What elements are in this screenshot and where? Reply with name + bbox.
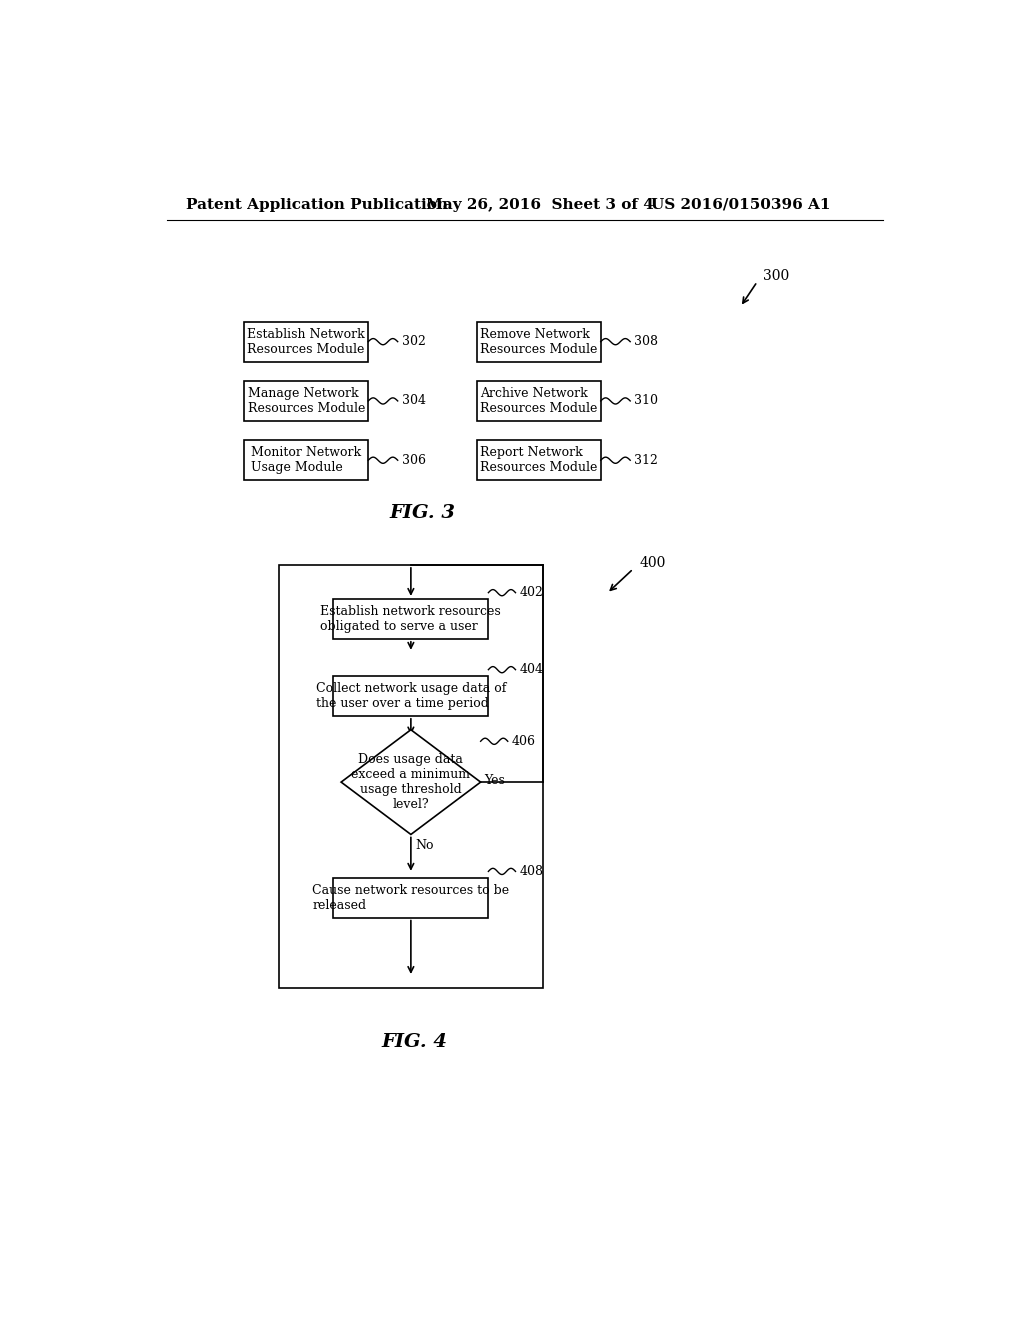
FancyBboxPatch shape	[245, 322, 369, 362]
Text: Patent Application Publication: Patent Application Publication	[186, 198, 449, 211]
Text: Report Network
Resources Module: Report Network Resources Module	[480, 446, 597, 474]
Text: Yes: Yes	[483, 774, 505, 787]
Text: 402: 402	[519, 586, 544, 599]
Text: 304: 304	[401, 395, 426, 408]
FancyBboxPatch shape	[477, 322, 601, 362]
Text: US 2016/0150396 A1: US 2016/0150396 A1	[651, 198, 830, 211]
FancyBboxPatch shape	[245, 441, 369, 480]
Text: May 26, 2016  Sheet 3 of 4: May 26, 2016 Sheet 3 of 4	[426, 198, 654, 211]
Text: 302: 302	[401, 335, 425, 348]
Text: Monitor Network
Usage Module: Monitor Network Usage Module	[251, 446, 361, 474]
Text: Cause network resources to be
released: Cause network resources to be released	[312, 883, 509, 912]
Text: 306: 306	[401, 454, 426, 467]
Text: Archive Network
Resources Module: Archive Network Resources Module	[480, 387, 597, 414]
Text: 310: 310	[634, 395, 658, 408]
Text: Manage Network
Resources Module: Manage Network Resources Module	[248, 387, 365, 414]
Text: No: No	[416, 838, 434, 851]
Text: 300: 300	[764, 269, 790, 284]
FancyBboxPatch shape	[477, 441, 601, 480]
FancyBboxPatch shape	[477, 381, 601, 421]
Text: Remove Network
Resources Module: Remove Network Resources Module	[480, 327, 597, 355]
FancyBboxPatch shape	[280, 565, 543, 989]
Text: 408: 408	[519, 865, 544, 878]
Text: 312: 312	[634, 454, 658, 467]
Text: Does usage data
exceed a minimum
usage threshold
level?: Does usage data exceed a minimum usage t…	[351, 754, 470, 810]
Text: FIG. 4: FIG. 4	[382, 1034, 447, 1051]
Text: Collect network usage data of
the user over a time period: Collect network usage data of the user o…	[315, 682, 506, 710]
FancyBboxPatch shape	[334, 878, 488, 917]
Text: 308: 308	[634, 335, 658, 348]
FancyBboxPatch shape	[334, 599, 488, 639]
FancyBboxPatch shape	[334, 676, 488, 715]
FancyBboxPatch shape	[245, 381, 369, 421]
Text: FIG. 3: FIG. 3	[389, 504, 456, 521]
Text: Establish Network
Resources Module: Establish Network Resources Module	[248, 327, 366, 355]
Text: 406: 406	[512, 735, 536, 748]
Polygon shape	[341, 730, 480, 834]
Text: Establish network resources
obligated to serve a user: Establish network resources obligated to…	[321, 605, 502, 632]
Text: 400: 400	[640, 557, 666, 570]
Text: 404: 404	[519, 663, 544, 676]
